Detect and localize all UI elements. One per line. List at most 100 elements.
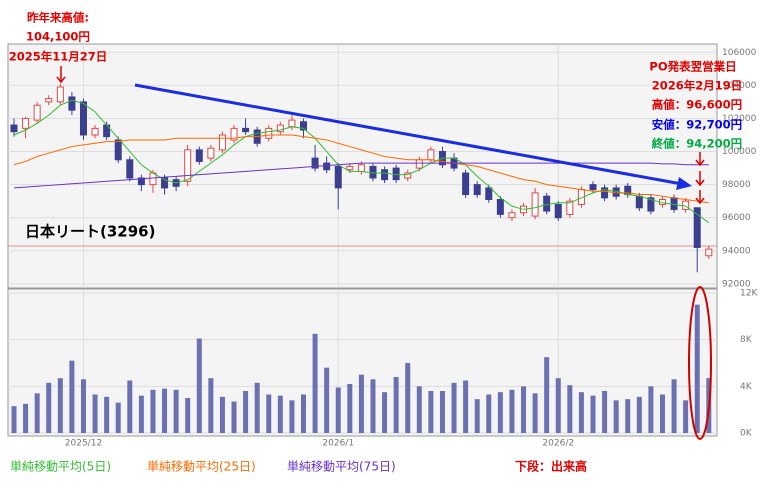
- volume-bar: [602, 391, 608, 433]
- candle-body: [33, 104, 41, 121]
- candle-body: [462, 172, 470, 196]
- candle-body: [79, 101, 87, 136]
- arrow-head: [695, 159, 705, 167]
- volume-bar: [590, 395, 596, 433]
- x-tick-label: 2026/2: [542, 439, 574, 449]
- candle-body: [311, 157, 319, 169]
- volume-bar: [243, 391, 249, 433]
- candle-body: [45, 98, 53, 103]
- highlight-ellipse: [688, 286, 712, 440]
- candle-body: [485, 187, 493, 200]
- volume-bar: [69, 360, 75, 433]
- volume-bar: [497, 392, 503, 433]
- volume-bar: [683, 400, 689, 433]
- volume-bar: [555, 378, 561, 433]
- volume-bar: [335, 387, 341, 433]
- volume-bar: [11, 406, 17, 433]
- volume-bar: [34, 393, 40, 433]
- volume-bar: [231, 401, 237, 433]
- candle-body: [68, 96, 76, 111]
- annotation: 安値：92,700円: [652, 118, 742, 132]
- annotation: 104,100円: [26, 30, 90, 44]
- candle-body: [601, 187, 609, 199]
- volume-bar: [115, 402, 121, 433]
- volume-bar: [578, 392, 584, 433]
- candle-body: [10, 124, 18, 133]
- candle-body: [381, 169, 389, 181]
- volume-bar: [324, 367, 330, 433]
- volume-bar: [208, 378, 214, 433]
- annotation: 終値：94,200円: [652, 137, 742, 151]
- annotation: PO発表翌営業日: [649, 60, 736, 74]
- candle-body: [265, 127, 273, 139]
- volume-bar: [486, 394, 492, 433]
- volume-bar: [92, 394, 98, 433]
- volume-bar: [80, 379, 86, 433]
- volume-bar: [347, 384, 353, 433]
- volume-bar: [509, 389, 515, 433]
- candle-body: [473, 184, 481, 196]
- volume-bar: [127, 380, 133, 433]
- volume-bar: [416, 386, 422, 433]
- volume-bar: [46, 382, 52, 433]
- volume-bar: [439, 391, 445, 433]
- candle-body: [508, 212, 516, 219]
- x-tick-label: 2025/12: [65, 439, 102, 449]
- candle-body: [242, 127, 250, 133]
- candle-body: [218, 134, 226, 151]
- volume-bar: [289, 400, 295, 433]
- moving-average-line: [13, 162, 709, 189]
- volume-bar: [382, 392, 388, 433]
- candle-body: [531, 192, 539, 217]
- candle-body: [705, 248, 713, 257]
- candle-body: [543, 195, 551, 212]
- moving-average-line: [13, 134, 709, 204]
- candle-body: [554, 203, 562, 219]
- volume-bar: [451, 382, 457, 433]
- candle-body: [137, 177, 145, 186]
- candle-body: [670, 197, 678, 210]
- annotation: 2026年2月19日: [652, 79, 743, 93]
- volume-bar: [694, 304, 700, 433]
- volume-bar: [254, 382, 260, 433]
- candle-body: [346, 165, 354, 171]
- y-tick-label: 96000: [722, 213, 751, 223]
- candle-body: [334, 165, 342, 189]
- volume-bar: [671, 379, 677, 433]
- volume-bar: [544, 357, 550, 433]
- candle-body: [392, 167, 400, 181]
- volume-bar: [312, 333, 318, 433]
- volume-bar: [150, 389, 156, 433]
- candle-body: [288, 119, 296, 128]
- candle-body: [635, 195, 643, 209]
- candle-body: [427, 149, 435, 161]
- volume-bar: [162, 388, 168, 433]
- volume-bar: [474, 399, 480, 433]
- volume-bar: [196, 338, 202, 433]
- arrow-head: [695, 179, 705, 187]
- candle-body: [404, 172, 412, 179]
- volume-bar: [370, 379, 376, 433]
- annotation: 昨年来高値:: [27, 11, 89, 25]
- trend-line: [134, 83, 683, 186]
- candle-body: [207, 147, 215, 159]
- candle-body: [161, 177, 169, 189]
- volume-bar: [138, 395, 144, 433]
- y-tick-label: 4K: [740, 382, 753, 392]
- candle-body: [566, 200, 574, 215]
- candle-body: [114, 139, 122, 161]
- arrow-head: [695, 197, 705, 205]
- annotation: 2025年11月27日: [9, 50, 108, 64]
- candle-body: [276, 124, 284, 133]
- y-tick-label: 12K: [740, 289, 758, 299]
- candle-body: [300, 121, 307, 131]
- candle-body: [323, 162, 331, 171]
- volume-bar: [57, 378, 63, 433]
- volume-bar: [23, 403, 29, 433]
- candle-body: [184, 149, 192, 182]
- volume-bar: [636, 396, 642, 433]
- volume-bar: [567, 385, 573, 433]
- volume-bar: [648, 386, 654, 433]
- volume-bar: [405, 363, 411, 433]
